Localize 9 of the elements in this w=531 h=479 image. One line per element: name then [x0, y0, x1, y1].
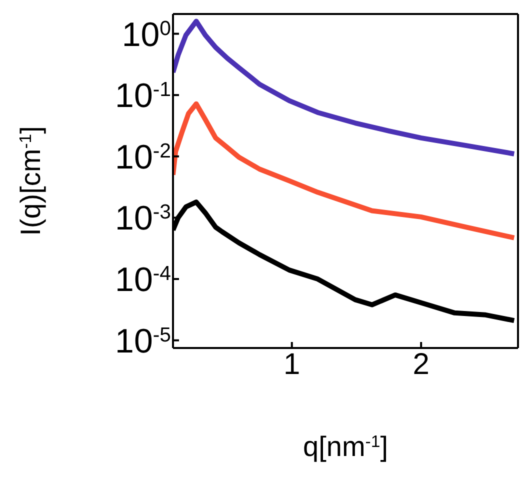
y-tick-label: 10$^{-3}$ [115, 200, 171, 238]
y-tick-label: 10$^{0}$ [122, 16, 171, 54]
y-tick-label: 10$^{-1}$ [115, 77, 171, 116]
x-axis-title: q[nm$^{-1}$] [303, 431, 388, 462]
y-tick-label: 10$^{-5}$ [115, 322, 171, 360]
x-tick-label: 2 [412, 348, 430, 381]
y-tick-label: 10$^{-4}$ [115, 261, 171, 300]
x-tick-label: 1 [284, 348, 300, 381]
y-tick-label: 10$^{-2}$ [115, 138, 171, 176]
